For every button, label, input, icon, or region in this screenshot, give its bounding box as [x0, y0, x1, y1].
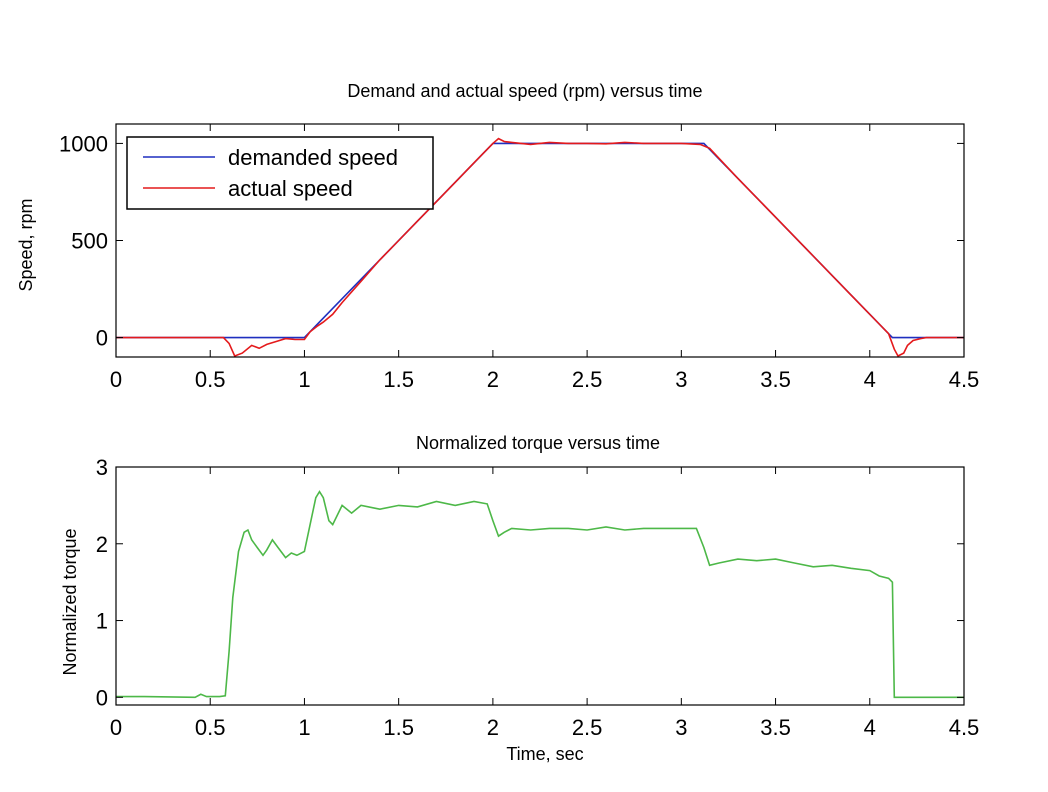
speed-chart-axes: 0 0.5 1 1.5 2 2.5 3 3.5 4 4.5 0 500 1000 [59, 123, 980, 392]
x-tick-label: 2 [487, 715, 499, 740]
torque-chart: Normalized torque versus time Normalized… [60, 433, 979, 764]
x-tick-label: 4 [864, 367, 876, 392]
x-tick-label: 0.5 [195, 715, 226, 740]
torque-chart-ylabel: Normalized torque [60, 528, 80, 675]
y-tick-label: 0 [96, 326, 108, 351]
x-tick-label: 3 [675, 367, 687, 392]
speed-chart-plot-area [116, 137, 964, 357]
x-tick-label: 1 [298, 367, 310, 392]
y-tick-label: 1000 [59, 131, 108, 156]
y-tick-label: 500 [71, 229, 108, 254]
x-tick-label: 3.5 [760, 367, 791, 392]
x-tick-label: 2.5 [572, 715, 603, 740]
y-tick-label: 1 [96, 609, 108, 634]
y-tick-label: 2 [96, 532, 108, 557]
x-tick-label: 0 [110, 715, 122, 740]
speed-chart-legend: demanded speed actual speed [126, 136, 434, 210]
speed-chart-title: Demand and actual speed (rpm) versus tim… [347, 81, 702, 101]
x-tick-label: 3.5 [760, 715, 791, 740]
x-tick-label: 4.5 [949, 715, 980, 740]
x-tick-label: 2.5 [572, 367, 603, 392]
x-tick-label: 2 [487, 367, 499, 392]
legend-box [126, 136, 434, 210]
x-tick-label: 4.5 [949, 367, 980, 392]
speed-chart-ylabel: Speed, rpm [16, 198, 36, 291]
x-tick-label: 0.5 [195, 367, 226, 392]
x-tick-label: 1.5 [383, 715, 414, 740]
torque-chart-xlabel: Time, sec [506, 744, 583, 764]
torque-chart-plot-area [116, 490, 964, 699]
x-tick-label: 3 [675, 715, 687, 740]
legend-label-demanded-speed: demanded speed [228, 145, 398, 170]
torque-chart-title: Normalized torque versus time [416, 433, 660, 453]
legend-label-actual-speed: actual speed [228, 176, 353, 201]
x-tick-label: 0 [110, 367, 122, 392]
series-line-torque [116, 490, 964, 699]
torque-chart-frame [115, 466, 965, 706]
torque-chart-axes: 0 0.5 1 1.5 2 2.5 3 3.5 4 4.5 0 1 2 3 [96, 455, 980, 740]
y-tick-label: 0 [96, 685, 108, 710]
x-tick-label: 1 [298, 715, 310, 740]
x-tick-label: 1.5 [383, 367, 414, 392]
series-line-actual-speed [116, 137, 964, 357]
x-tick-label: 4 [864, 715, 876, 740]
y-tick-label: 3 [96, 455, 108, 480]
speed-chart: Demand and actual speed (rpm) versus tim… [16, 81, 979, 392]
